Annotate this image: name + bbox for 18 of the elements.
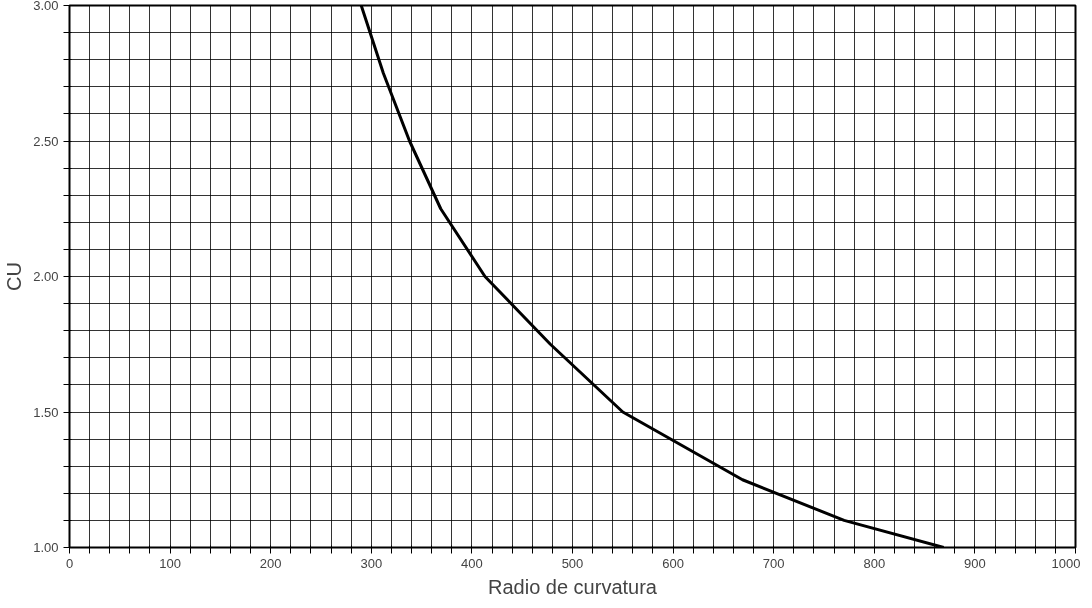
x-tick-label: 800	[863, 555, 886, 571]
x-tick-label: 400	[461, 555, 483, 571]
x-tick-label: 1000	[1051, 555, 1081, 571]
x-tick-label: 900	[964, 555, 986, 571]
x-tick-label: 200	[259, 555, 282, 571]
x-tick-label: 500	[561, 555, 584, 571]
y-tick-label: 2.50	[33, 133, 59, 149]
y-tick-label: 2.00	[33, 269, 59, 284]
y-tick-label: 1.00	[33, 540, 59, 555]
x-axis-title: Radio de curvatura	[488, 575, 658, 598]
x-tick-label: 0	[65, 555, 74, 571]
x-tick-label: 700	[762, 555, 785, 571]
x-tick-label: 300	[360, 555, 383, 571]
x-tick-label: 600	[662, 555, 684, 571]
y-axis-title: CU	[3, 262, 26, 291]
x-tick-label: 100	[159, 555, 181, 571]
y-tick-label: 1.50	[33, 404, 59, 420]
y-tick-label: 3.00	[33, 0, 59, 13]
